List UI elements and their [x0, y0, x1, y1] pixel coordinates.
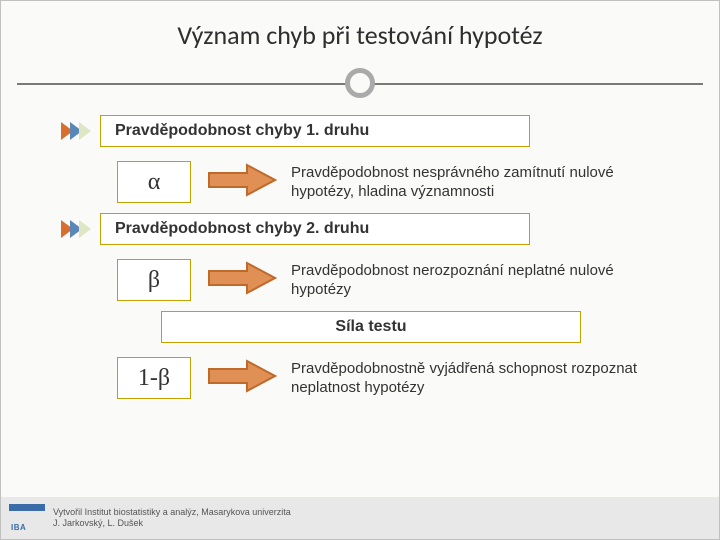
chevron-icon: [79, 122, 91, 140]
description-text: Pravděpodobnost nesprávného zamítnutí nu…: [291, 163, 661, 202]
symbol-box: 1-β: [117, 357, 191, 399]
detail-row: β Pravděpodobnost nerozpoznání neplatné …: [117, 259, 679, 301]
section-heading-box: Pravděpodobnost chyby 2. druhu: [100, 213, 530, 245]
symbol-box: α: [117, 161, 191, 203]
footer: IBA Vytvořil Institut biostatistiky a an…: [1, 497, 719, 539]
arrow-icon: [207, 261, 277, 300]
footer-text: Vytvořil Institut biostatistiky a analýz…: [53, 507, 291, 530]
section-heading-box: Síla testu: [161, 311, 581, 343]
arrow-icon: [207, 163, 277, 202]
divider: [1, 65, 719, 105]
detail-row: 1-β Pravděpodobnostně vyjádřená schopnos…: [117, 357, 679, 399]
section-heading-row: Pravděpodobnost chyby 2. druhu: [61, 213, 679, 245]
slide-title: Význam chyb při testování hypotéz: [1, 1, 719, 61]
chevron-bullet: [61, 220, 88, 238]
description-text: Pravděpodobnostně vyjádřená schopnost ro…: [291, 359, 661, 398]
detail-row: α Pravděpodobnost nesprávného zamítnutí …: [117, 161, 679, 203]
description-text: Pravděpodobnost nerozpoznání neplatné nu…: [291, 261, 661, 300]
chevron-bullet: [61, 122, 88, 140]
logo-icon: IBA: [9, 504, 45, 532]
section-heading-row: Síla testu: [61, 311, 679, 343]
arrow-icon: [207, 359, 277, 398]
section-heading-row: Pravděpodobnost chyby 1. druhu: [61, 115, 679, 147]
chevron-icon: [79, 220, 91, 238]
symbol-box: β: [117, 259, 191, 301]
section-heading-box: Pravděpodobnost chyby 1. druhu: [100, 115, 530, 147]
